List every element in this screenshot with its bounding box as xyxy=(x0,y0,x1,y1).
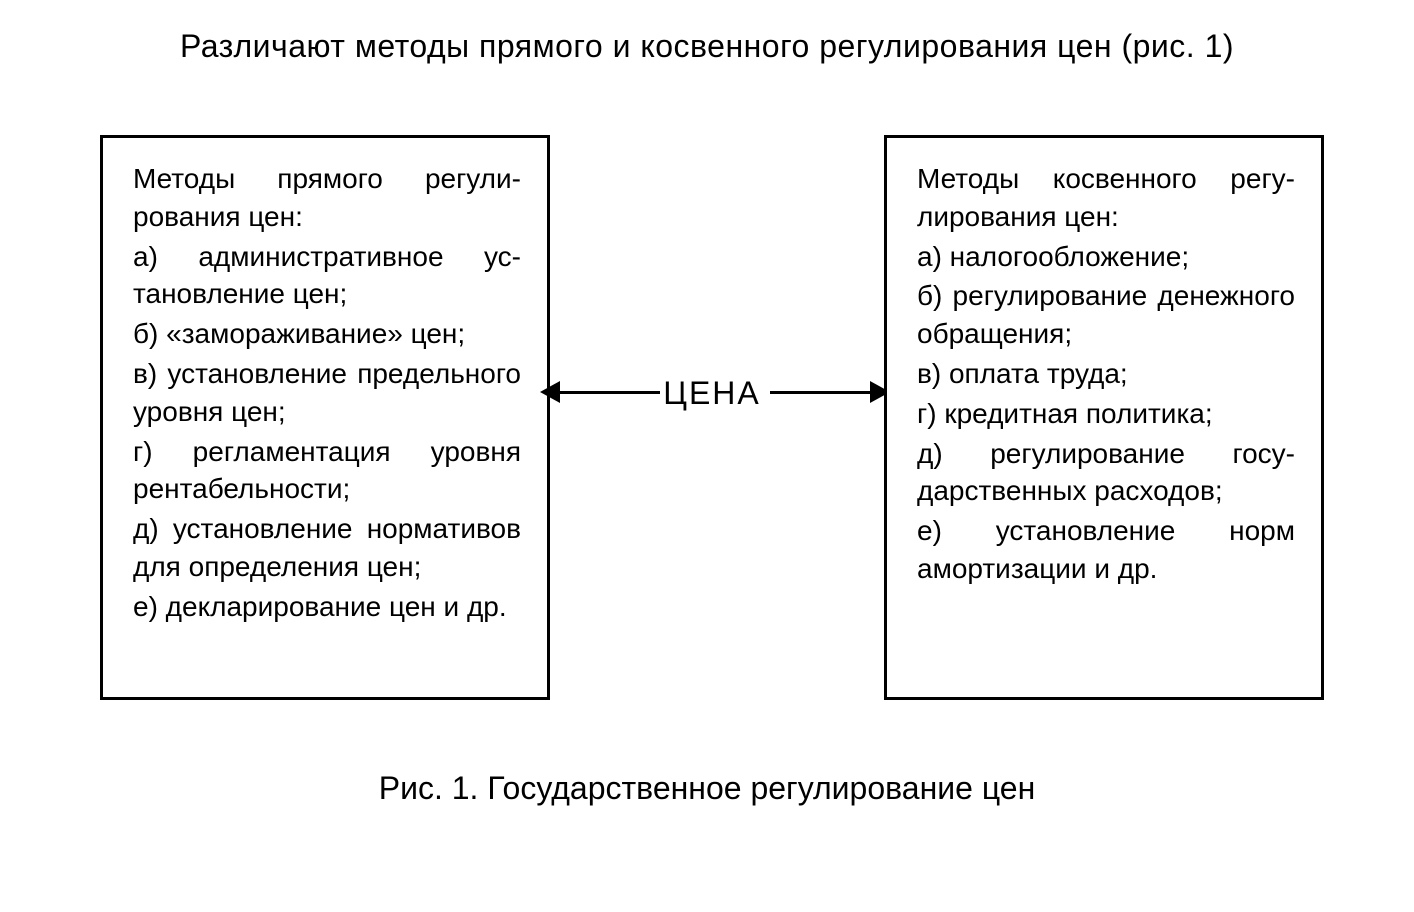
left-box-item: в) установление предель­ного уровня цен; xyxy=(133,355,521,431)
left-box-item: д) установление норма­тивов для определе… xyxy=(133,510,521,586)
page-title: Различают методы прямого и косвенного ре… xyxy=(0,28,1414,65)
right-box-item: б) регулирование денеж­ного обращения; xyxy=(917,277,1295,353)
arrow-right xyxy=(770,391,875,394)
right-box-item: г) кредитная политика; xyxy=(917,395,1295,433)
left-box-item: а) административное ус­тановление цен; xyxy=(133,238,521,314)
right-box: Методы косвенного регу­лирования цен: а)… xyxy=(884,135,1324,700)
center-label: ЦЕНА xyxy=(663,375,760,412)
left-box-header: Методы прямого регули­рования цен: xyxy=(133,160,521,236)
left-box-item: б) «замораживание» цен; xyxy=(133,315,521,353)
left-box: Методы прямого регули­рования цен: а) ад… xyxy=(100,135,550,700)
right-box-header: Методы косвенного регу­лирования цен: xyxy=(917,160,1295,236)
figure-caption: Рис. 1. Государственное регулирование це… xyxy=(0,770,1414,807)
left-box-item: е) декларирование цен и др. xyxy=(133,588,521,626)
page: Различают методы прямого и косвенного ре… xyxy=(0,0,1414,912)
right-box-item: а) налогообложение; xyxy=(917,238,1295,276)
right-box-item: д) регулирование госу­дарственных расход… xyxy=(917,435,1295,511)
left-box-item: г) регламентация уровня рентабельности; xyxy=(133,433,521,509)
diagram-container: Методы прямого регули­рования цен: а) ад… xyxy=(100,135,1324,705)
right-box-item: в) оплата труда; xyxy=(917,355,1295,393)
arrow-left xyxy=(555,391,660,394)
right-box-item: е) установление норм амортизации и др. xyxy=(917,512,1295,588)
